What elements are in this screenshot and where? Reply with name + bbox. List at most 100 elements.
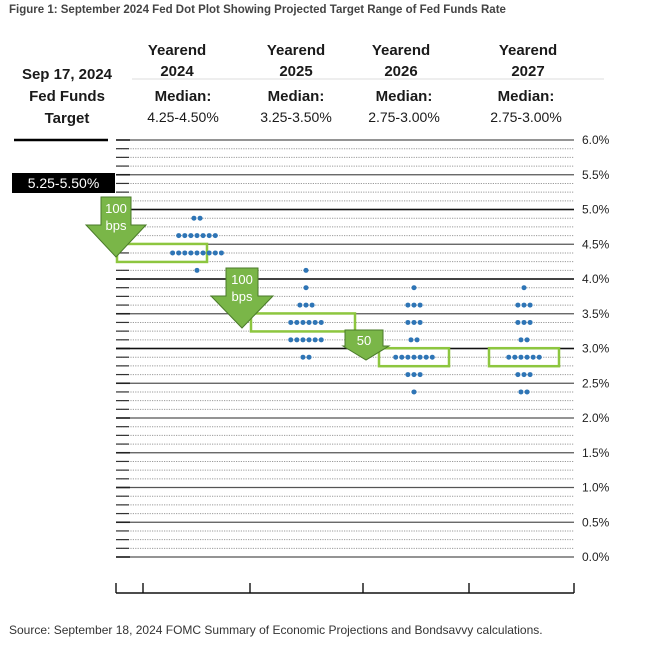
dot-2025 bbox=[306, 319, 312, 325]
dot-2025 bbox=[312, 319, 318, 325]
median-2027: Median: 2.75-3.00% bbox=[466, 87, 586, 127]
median-value: 3.25-3.50% bbox=[260, 109, 332, 125]
dot-2024 bbox=[197, 215, 203, 221]
dot-2025 bbox=[318, 319, 324, 325]
column-header-2024: Yearend 2024 bbox=[122, 40, 232, 82]
y-tick-label: 0.0% bbox=[582, 550, 610, 564]
dot-2024 bbox=[194, 233, 200, 239]
dot-2025 bbox=[297, 302, 303, 308]
dot-2026 bbox=[405, 302, 411, 308]
dot-2027 bbox=[512, 354, 518, 360]
target-line-3: Target bbox=[44, 110, 90, 127]
y-tick-label: 5.5% bbox=[582, 168, 610, 182]
dot-2026 bbox=[405, 319, 411, 325]
median-label: Median: bbox=[154, 88, 212, 105]
y-tick-label: 3.5% bbox=[582, 307, 610, 321]
dot-2025 bbox=[303, 267, 309, 273]
dot-2027 bbox=[530, 354, 536, 360]
dot-2025 bbox=[306, 354, 312, 360]
dot-2027 bbox=[527, 302, 533, 308]
dot-2025 bbox=[288, 319, 294, 325]
dot-2027 bbox=[518, 337, 524, 343]
dot-2025 bbox=[312, 337, 318, 343]
y-tick-label: 4.5% bbox=[582, 237, 610, 251]
median-box-2027 bbox=[487, 346, 561, 368]
column-header-2027: Yearend 2027 bbox=[473, 40, 583, 82]
dot-2024 bbox=[218, 250, 224, 256]
dot-2026 bbox=[399, 354, 405, 360]
column-header-label: Yearend bbox=[498, 42, 558, 59]
median-label: Median: bbox=[267, 88, 325, 105]
dot-2026 bbox=[414, 337, 420, 343]
dot-2026 bbox=[417, 302, 423, 308]
dot-2026 bbox=[423, 354, 429, 360]
source-note: Source: September 18, 2024 FOMC Summary … bbox=[9, 623, 543, 637]
dot-2025 bbox=[309, 302, 315, 308]
y-tick-label: 4.0% bbox=[582, 272, 610, 286]
dot-2024 bbox=[176, 233, 182, 239]
median-2025: Median: 3.25-3.50% bbox=[236, 87, 356, 127]
arrow-cut-2025 bbox=[209, 267, 275, 329]
dot-2026 bbox=[417, 354, 423, 360]
dot-2026 bbox=[393, 354, 399, 360]
target-line-1: Sep 17, 2024 bbox=[21, 66, 113, 83]
dot-2027 bbox=[506, 354, 512, 360]
dot-2026 bbox=[411, 285, 417, 291]
dot-2027 bbox=[515, 319, 521, 325]
dot-2027 bbox=[524, 389, 530, 395]
dot-2024 bbox=[194, 250, 200, 256]
column-header-label: Yearend bbox=[371, 42, 431, 59]
column-header-2026: Yearend 2026 bbox=[346, 40, 456, 82]
median-value: 2.75-3.00% bbox=[490, 109, 562, 125]
dot-2025 bbox=[300, 354, 306, 360]
dot-2025 bbox=[294, 319, 300, 325]
dot-2026 bbox=[417, 372, 423, 378]
dot-2026 bbox=[408, 337, 414, 343]
dot-2024 bbox=[212, 233, 218, 239]
column-header-year: 2027 bbox=[511, 63, 545, 80]
dot-2025 bbox=[306, 337, 312, 343]
dot-2024 bbox=[170, 250, 176, 256]
dot-2027 bbox=[524, 354, 530, 360]
dot-2025 bbox=[318, 337, 324, 343]
arrow-cut-2024-label-2: bps bbox=[106, 218, 127, 233]
arrow-cut-2024 bbox=[84, 196, 148, 258]
y-tick-label: 0.5% bbox=[582, 515, 610, 529]
dot-2027 bbox=[515, 372, 521, 378]
column-header-label: Yearend bbox=[147, 42, 207, 59]
dot-2027 bbox=[524, 337, 530, 343]
median-value: 4.25-4.50% bbox=[147, 109, 219, 125]
dot-2026 bbox=[411, 354, 417, 360]
y-tick-label: 1.0% bbox=[582, 481, 610, 495]
dot-2026 bbox=[411, 389, 417, 395]
y-tick-label: 6.0% bbox=[582, 133, 610, 147]
dot-2026 bbox=[429, 354, 435, 360]
median-box-2026 bbox=[377, 346, 451, 368]
figure-title: Figure 1: September 2024 Fed Dot Plot Sh… bbox=[9, 4, 506, 16]
dot-2026 bbox=[411, 372, 417, 378]
column-header-year: 2024 bbox=[160, 63, 194, 80]
dot-2026 bbox=[417, 319, 423, 325]
column-header-label: Yearend bbox=[266, 42, 326, 59]
y-tick-label: 2.0% bbox=[582, 411, 610, 425]
dot-2027 bbox=[515, 302, 521, 308]
dot-2027 bbox=[521, 319, 527, 325]
column-header-year: 2026 bbox=[384, 63, 418, 80]
current-target-box: 5.25-5.50% bbox=[12, 173, 115, 193]
dot-2025 bbox=[303, 285, 309, 291]
median-2026: Median: 2.75-3.00% bbox=[344, 87, 464, 127]
y-tick-label: 3.0% bbox=[582, 342, 610, 356]
column-header-2025: Yearend 2025 bbox=[241, 40, 351, 82]
dot-2024 bbox=[206, 250, 212, 256]
y-tick-label: 2.5% bbox=[582, 376, 610, 390]
dot-2024 bbox=[212, 250, 218, 256]
median-box-2025 bbox=[249, 312, 357, 333]
arrow-cut-2026-label-1: 50 bbox=[357, 333, 371, 348]
target-column-header: Sep 17, 2024 Fed Funds Target bbox=[14, 64, 120, 130]
median-2024: Median: 4.25-4.50% bbox=[123, 87, 243, 127]
dot-2027 bbox=[527, 319, 533, 325]
median-label: Median: bbox=[375, 88, 433, 105]
dot-2024 bbox=[200, 233, 206, 239]
dot-2024 bbox=[206, 233, 212, 239]
